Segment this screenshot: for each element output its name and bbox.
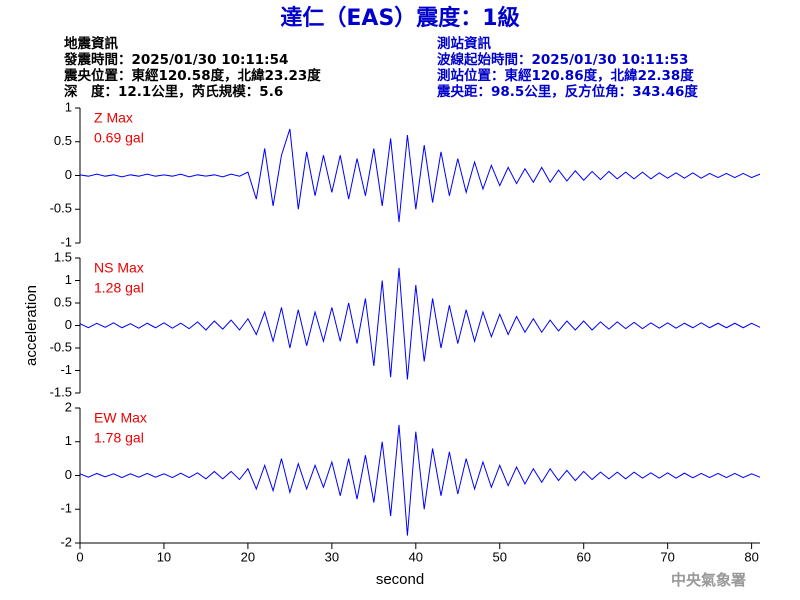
- x-tick-label: 40: [409, 549, 423, 564]
- component-label: EW Max: [94, 410, 147, 426]
- station-info: 測站位置：東經120.86度，北緯22.38度: [437, 67, 694, 84]
- y-tick-label: -1: [60, 234, 72, 249]
- y-axis-label: acceleration: [23, 285, 40, 366]
- y-tick-label: 0: [65, 167, 72, 182]
- x-tick-label: 80: [744, 549, 758, 564]
- x-tick-label: 70: [660, 549, 674, 564]
- station-info: 震央距：98.5公里，反方位角：343.46度: [436, 83, 698, 100]
- max-label: 1.28 gal: [94, 280, 144, 296]
- x-tick-label: 0: [76, 549, 83, 564]
- y-tick-label: -1: [60, 362, 72, 377]
- y-tick-label: 0.5: [54, 294, 72, 309]
- agency: 中央氣象署: [671, 571, 746, 589]
- x-tick-label: 50: [493, 549, 507, 564]
- chart-title: 達仁（EAS）震度：1級: [280, 5, 519, 31]
- waveform: [79, 128, 761, 223]
- y-tick-label: 1: [65, 99, 72, 114]
- quake-info: 發震時間：2025/01/30 10:11:54: [63, 51, 288, 68]
- y-tick-label: 1.5: [54, 249, 72, 264]
- waveform: [79, 267, 761, 380]
- max-label: 1.78 gal: [94, 430, 144, 446]
- x-tick-label: 60: [576, 549, 590, 564]
- x-tick-label: 30: [325, 549, 339, 564]
- quake-info: 震央位置：東經120.58度，北緯23.23度: [63, 67, 321, 84]
- y-tick-label: 0: [65, 467, 72, 482]
- y-tick-label: 0: [65, 317, 72, 332]
- y-tick-label: -0.5: [50, 201, 72, 216]
- x-axis-label: second: [376, 571, 424, 588]
- y-tick-label: -0.5: [50, 339, 72, 354]
- y-tick-label: 1: [65, 433, 72, 448]
- y-tick-label: 1: [65, 272, 72, 287]
- station-info: 測站資訊: [437, 35, 491, 52]
- waveform: [79, 424, 761, 536]
- y-tick-label: 0.5: [54, 133, 72, 148]
- quake-info: 深 度：12.1公里，芮氏規模：5.6: [64, 83, 283, 100]
- max-label: 0.69 gal: [94, 130, 144, 146]
- y-tick-label: -1: [60, 501, 72, 516]
- x-tick-label: 20: [241, 549, 255, 564]
- component-label: NS Max: [94, 260, 144, 276]
- quake-info: 地震資訊: [64, 35, 118, 52]
- y-tick-label: 2: [65, 399, 72, 414]
- y-tick-label: -1.5: [50, 384, 72, 399]
- station-info: 波線起始時間：2025/01/30 10:11:53: [437, 51, 688, 68]
- component-label: Z Max: [94, 110, 133, 126]
- x-tick-label: 10: [157, 549, 171, 564]
- y-tick-label: -2: [60, 534, 72, 549]
